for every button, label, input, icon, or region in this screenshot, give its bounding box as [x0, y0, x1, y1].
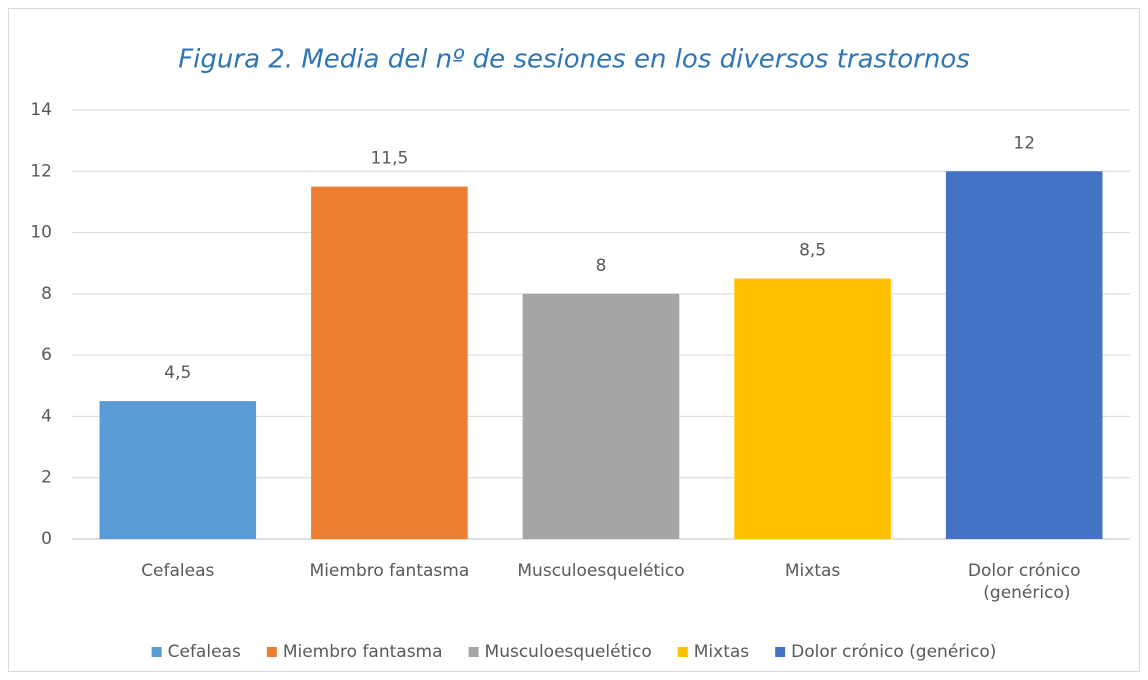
legend-swatch [677, 647, 688, 657]
chart-title: Figura 2. Media del nº de sesiones en lo… [178, 45, 970, 75]
x-tick-label: Cefaleas [141, 561, 214, 581]
legend: Cefaleas Miembro fantasma Musculoesqueléti… [151, 642, 996, 662]
y-tick-label: 0 [41, 529, 52, 549]
bar [945, 171, 1103, 540]
bar [311, 186, 468, 539]
data-label: 11,5 [370, 149, 408, 169]
legend-label: Musculoesquelético [485, 642, 652, 662]
legend-label: Mixtas [694, 642, 750, 662]
x-tick-label: Mixtas [785, 561, 841, 581]
x-tick-label: Miembro fantasma [310, 561, 470, 581]
legend-swatch [468, 647, 479, 657]
legend-label: Cefaleas [168, 642, 241, 662]
legend-swatch [775, 647, 786, 657]
legend-swatch [266, 647, 277, 657]
data-label: 12 [1013, 133, 1035, 153]
y-tick-label: 2 [41, 468, 52, 488]
data-label: 8,5 [799, 241, 826, 261]
y-tick-label: 8 [41, 284, 52, 304]
bar [99, 401, 257, 539]
data-label: 8 [596, 256, 607, 276]
data-label: 4,5 [164, 363, 191, 383]
bar [522, 293, 680, 539]
x-tick-label: Musculoesquelético [517, 561, 684, 581]
legend-swatch [151, 647, 162, 657]
y-tick-label: 4 [41, 406, 52, 426]
y-tick-label: 14 [30, 100, 52, 120]
legend-label: Miembro fantasma [283, 642, 443, 662]
bar [734, 278, 891, 539]
x-tick-label: Dolor crónico (genérico) [968, 561, 1081, 603]
y-tick-label: 6 [41, 345, 52, 365]
legend-label: Dolor crónico (genérico) [791, 642, 996, 662]
y-tick-label: 12 [30, 161, 52, 181]
y-tick-label: 10 [30, 223, 52, 243]
